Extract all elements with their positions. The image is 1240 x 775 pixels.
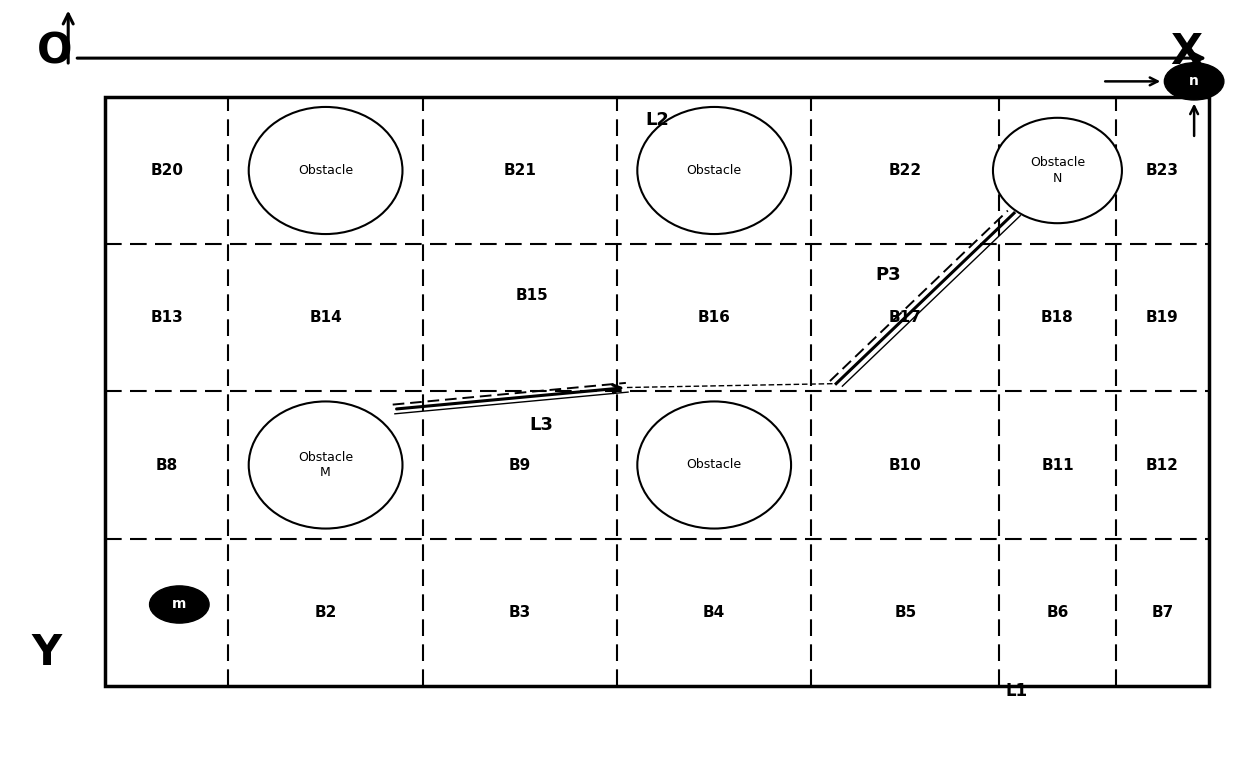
Circle shape bbox=[1164, 63, 1224, 100]
Text: L2: L2 bbox=[645, 111, 670, 129]
Text: B13: B13 bbox=[150, 310, 184, 326]
Circle shape bbox=[150, 586, 210, 623]
Text: n: n bbox=[1189, 74, 1199, 88]
Text: m: m bbox=[172, 598, 186, 611]
Text: B6: B6 bbox=[1047, 604, 1069, 620]
Text: B22: B22 bbox=[889, 163, 921, 178]
Text: L3: L3 bbox=[529, 416, 553, 435]
Bar bbox=[105, 97, 1209, 686]
Ellipse shape bbox=[249, 107, 403, 234]
Text: B7: B7 bbox=[1151, 604, 1173, 620]
Text: B9: B9 bbox=[508, 457, 531, 473]
Text: B14: B14 bbox=[309, 310, 342, 326]
Text: B11: B11 bbox=[1042, 457, 1074, 473]
Text: B23: B23 bbox=[1146, 163, 1179, 178]
Text: Y: Y bbox=[31, 632, 61, 674]
Text: B16: B16 bbox=[698, 310, 730, 326]
Text: B12: B12 bbox=[1146, 457, 1179, 473]
Text: B19: B19 bbox=[1146, 310, 1179, 326]
Text: B10: B10 bbox=[889, 457, 921, 473]
Text: B17: B17 bbox=[889, 310, 921, 326]
Ellipse shape bbox=[993, 118, 1122, 223]
Text: Obstacle
N: Obstacle N bbox=[1030, 157, 1085, 184]
Text: P3: P3 bbox=[875, 266, 901, 284]
Text: B1: B1 bbox=[156, 604, 179, 620]
Text: B3: B3 bbox=[508, 604, 531, 620]
Text: Obstacle: Obstacle bbox=[687, 459, 742, 471]
Text: B5: B5 bbox=[894, 604, 916, 620]
Text: B2: B2 bbox=[315, 604, 337, 620]
Text: B18: B18 bbox=[1042, 310, 1074, 326]
Text: B21: B21 bbox=[503, 163, 537, 178]
Text: B20: B20 bbox=[150, 163, 184, 178]
Text: B15: B15 bbox=[516, 288, 548, 303]
Ellipse shape bbox=[249, 401, 403, 529]
Text: Obstacle
M: Obstacle M bbox=[298, 451, 353, 479]
Ellipse shape bbox=[637, 401, 791, 529]
Text: O: O bbox=[37, 31, 73, 73]
Text: X: X bbox=[1171, 31, 1203, 73]
Text: L1: L1 bbox=[1006, 682, 1028, 700]
Text: Obstacle: Obstacle bbox=[687, 164, 742, 177]
Ellipse shape bbox=[637, 107, 791, 234]
Text: B8: B8 bbox=[156, 457, 179, 473]
Text: B4: B4 bbox=[703, 604, 725, 620]
Text: Obstacle: Obstacle bbox=[298, 164, 353, 177]
